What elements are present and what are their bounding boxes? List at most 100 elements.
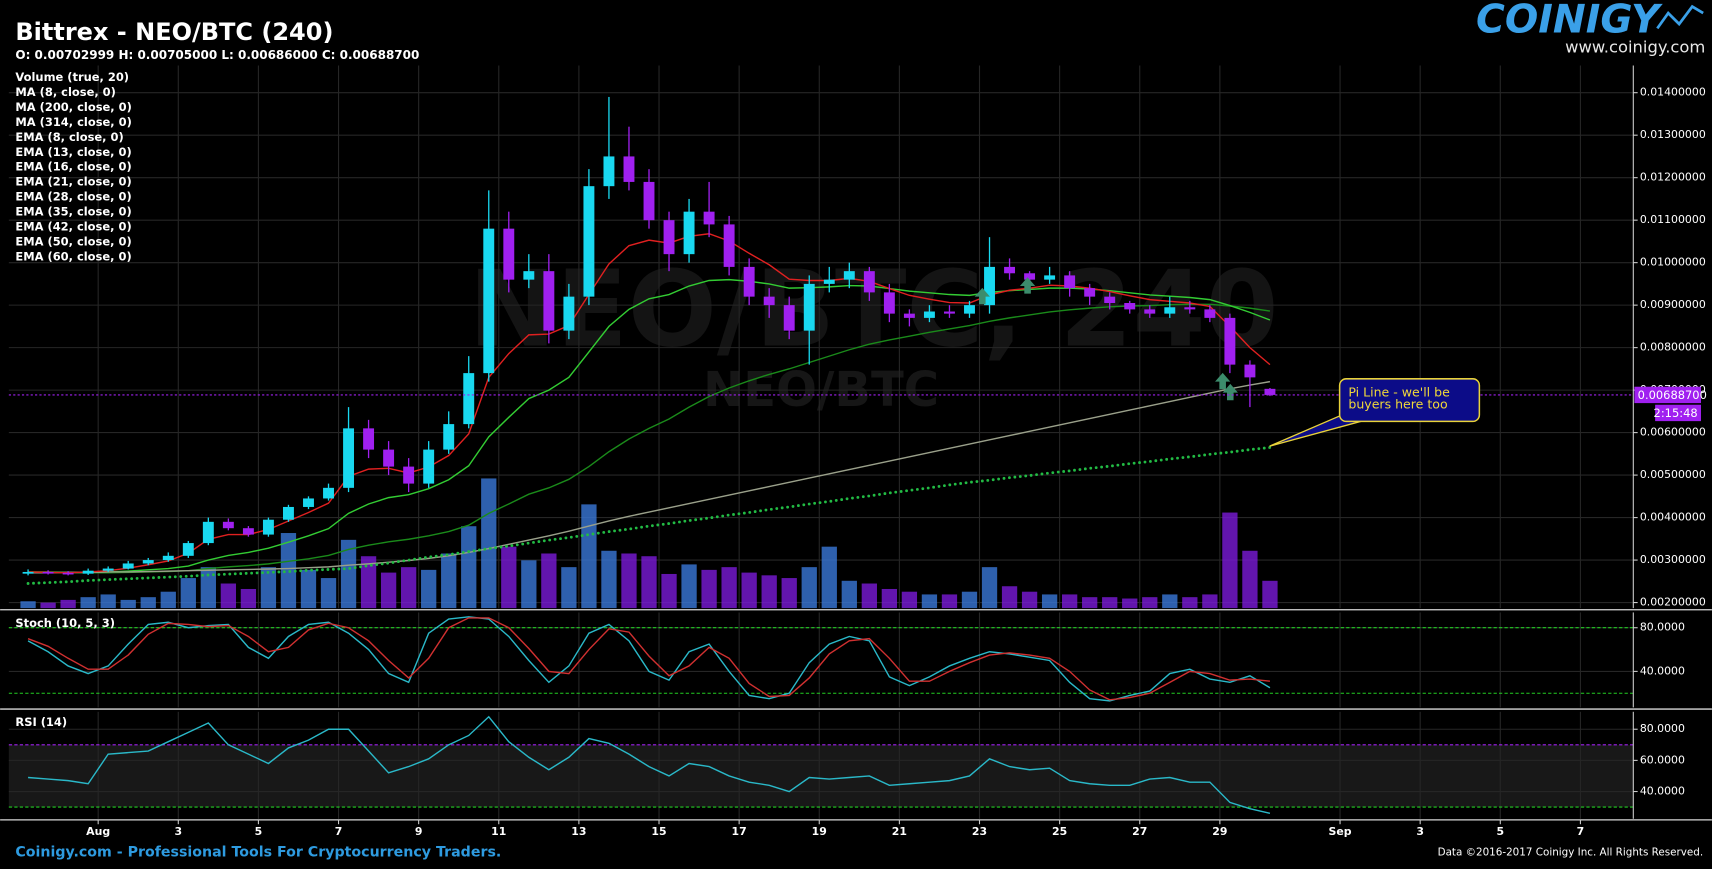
x-tick-label: 27	[1132, 825, 1147, 838]
volume-bar	[441, 553, 457, 609]
annotation-text: buyers here too	[1348, 397, 1447, 412]
candle-body	[863, 271, 875, 293]
volume-bar	[300, 569, 317, 609]
y-tick-label: 0.00900000	[1640, 298, 1706, 311]
y-tick-label: 0.01400000	[1640, 86, 1706, 99]
candle-body	[723, 224, 735, 267]
candle-body	[82, 570, 94, 574]
volume-bar	[360, 556, 377, 609]
candle-body	[964, 305, 975, 314]
candle-body	[1104, 296, 1116, 304]
candle-body	[1064, 275, 1076, 289]
x-tick-label: 11	[491, 825, 506, 838]
candle-body	[323, 487, 334, 499]
candle-body	[603, 156, 615, 187]
volume-bar	[1021, 591, 1038, 609]
y-tick-label: 0.01300000	[1640, 128, 1706, 141]
candle-body	[343, 428, 355, 488]
volume-bar	[661, 573, 677, 609]
x-tick-label: 5	[255, 825, 263, 838]
volume-bar	[801, 567, 817, 609]
footer-right: Data ©2016-2017 Coinigy Inc. All Rights …	[1438, 847, 1704, 859]
volume-bar	[701, 569, 717, 609]
volume-bar	[621, 553, 637, 609]
y-tick-label: 40.0000	[1640, 664, 1685, 677]
candle-body	[783, 305, 795, 331]
candle-body	[483, 228, 495, 374]
candle-body	[463, 373, 475, 425]
x-tick-label: 9	[415, 825, 423, 838]
indicator-legend: MA (8, close, 0)	[15, 85, 116, 99]
buy-signal	[1019, 277, 1036, 294]
candle-body	[22, 571, 34, 574]
candle-body	[1264, 388, 1276, 395]
x-tick-label: 15	[651, 825, 666, 838]
buy-signal	[974, 287, 990, 305]
y-tick-label: 40.0000	[1640, 785, 1685, 798]
indicator-line	[28, 233, 1271, 574]
panel-title: RSI (14)	[15, 715, 67, 729]
volume-bar	[521, 560, 537, 609]
volume-bar	[681, 564, 697, 609]
candle-body	[543, 271, 555, 331]
volume-bar	[140, 597, 156, 609]
candle-body	[1124, 303, 1136, 310]
volume-bar	[220, 583, 237, 609]
candle-body	[62, 572, 74, 575]
candle-body	[1084, 288, 1096, 297]
candle-body	[763, 296, 775, 306]
y-tick-label: 80.0000	[1640, 621, 1685, 634]
indicator-legend: EMA (21, close, 0)	[15, 175, 131, 189]
y-tick-label: 0.00600000	[1640, 426, 1706, 439]
indicator-line	[28, 278, 1271, 574]
level-band	[8, 744, 1634, 808]
y-tick-label: 0.00200000	[1640, 596, 1706, 609]
volume-bar	[561, 567, 577, 609]
indicator-legend: EMA (28, close, 0)	[15, 190, 131, 204]
candle-body	[1204, 309, 1216, 318]
buy-signal	[1215, 372, 1231, 390]
volume-bar	[240, 588, 257, 609]
volume-bar	[881, 588, 898, 609]
volume-bar	[1262, 580, 1278, 609]
volume-bar	[781, 578, 797, 609]
volume-bar	[901, 591, 918, 609]
volume-bar	[1001, 586, 1018, 609]
y-tick-label: 0.00400000	[1640, 511, 1706, 524]
x-tick-label: 25	[1052, 825, 1067, 838]
candle-body	[623, 156, 635, 182]
last-price-tag	[1634, 386, 1701, 404]
volume-bar	[160, 591, 176, 609]
candle-body	[1184, 307, 1196, 310]
volume-bar	[1062, 594, 1078, 609]
candle-body	[503, 228, 515, 280]
volume-bar	[100, 594, 116, 609]
x-tick-label: 7	[1577, 825, 1585, 838]
volume-bar	[861, 583, 877, 609]
volume-bar	[80, 597, 96, 609]
y-tick-label: 0.00800000	[1640, 341, 1706, 354]
annotation-text: Pi Line - we'll be	[1348, 385, 1450, 400]
volume-bar	[260, 567, 277, 609]
candle-body	[262, 519, 274, 535]
volume-bar	[601, 550, 617, 609]
volume-bar	[120, 599, 136, 609]
volume-bar	[180, 578, 196, 609]
volume-bar	[320, 578, 337, 609]
logo-url: www.coinigy.com	[1565, 38, 1705, 57]
volume-bar	[721, 567, 737, 609]
countdown-tag	[1655, 404, 1701, 422]
x-tick-label: Aug	[86, 825, 110, 838]
indicator-line	[26, 446, 1272, 585]
volume-bar	[20, 601, 36, 609]
candle-body	[923, 311, 935, 318]
candle-body	[443, 424, 455, 450]
indicator-line	[27, 616, 1271, 702]
footer-left: Coinigy.com - Professional Tools For Cry…	[15, 845, 501, 861]
candle-body	[282, 506, 294, 520]
countdown: 2:15:48	[1654, 406, 1698, 420]
volume-bar	[741, 572, 757, 609]
volume-bar	[481, 478, 497, 609]
volume-bar	[461, 526, 477, 609]
